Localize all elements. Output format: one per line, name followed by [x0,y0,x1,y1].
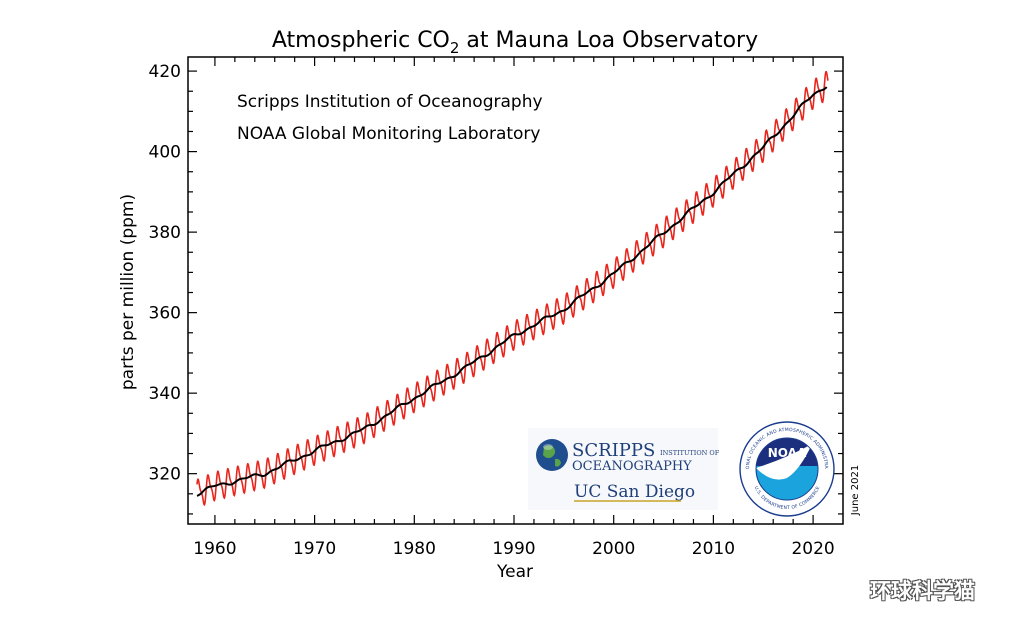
x-tick-label: 1960 [193,539,236,559]
noaa-center-text: NOAA [768,446,807,460]
scripps-ucsd-logo: SCRIPPS INSTITUTION OF OCEANOGRAPHY UC S… [528,428,720,510]
data-series [196,70,829,507]
scripps-small: INSTITUTION OF [660,449,720,457]
monthly-co2-line [196,70,829,507]
date-note: June 2021 [850,465,861,516]
x-tick-label: 2020 [791,539,834,559]
y-tick-label: 380 [149,223,181,243]
trend-co2-line [196,86,828,497]
y-axis-label: parts per million (ppm) [118,194,138,390]
plot-frame [187,56,844,525]
x-tick-label: 1990 [492,539,535,559]
oceanography-wordmark: OCEANOGRAPHY [572,459,692,474]
axis-ticks: 1960 1970 1980 1990 2000 2010 2020 320 340 360 380… [149,57,843,559]
x-tick-label: 1980 [393,539,436,559]
chart-title: Atmospheric CO2 at Mauna Loa Observatory [272,28,758,57]
scripps-wordmark: SCRIPPS [572,440,655,461]
x-tick-label: 1970 [293,539,336,559]
y-tick-label: 420 [149,62,181,82]
y-tick-label: 320 [149,465,181,485]
x-tick-label: 2000 [592,539,635,559]
x-axis-label: Year [496,562,533,582]
y-tick-label: 360 [149,304,181,324]
credit-scripps: Scripps Institution of Oceanography [237,92,543,112]
credit-noaa: NOAA Global Monitoring Laboratory [237,124,541,144]
x-tick-label: 2010 [692,539,735,559]
y-tick-label: 340 [149,384,181,404]
ucsd-wordmark: UC San Diego [574,482,695,502]
watermark: 环球科学猫 [870,579,975,603]
y-tick-label: 400 [149,143,181,163]
globe-icon [536,439,568,471]
